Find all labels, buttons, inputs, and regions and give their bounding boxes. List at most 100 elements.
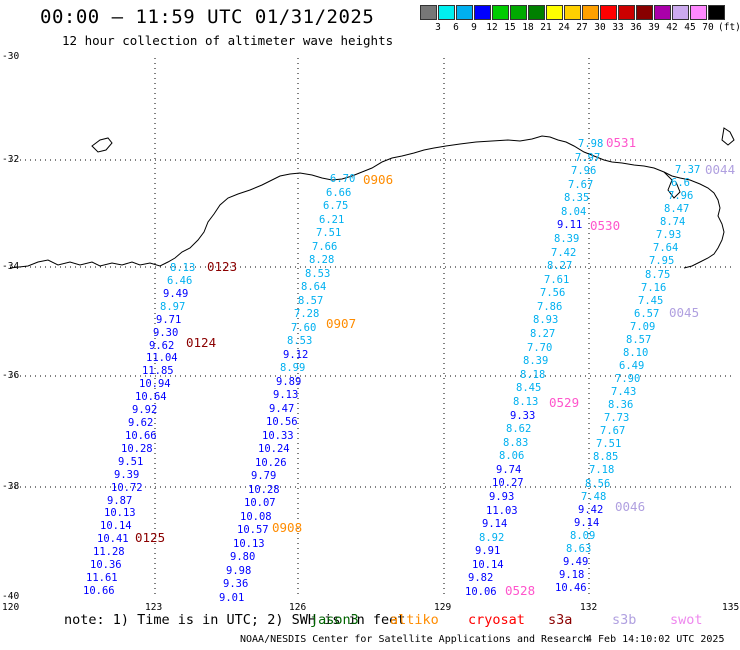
wave-height-value: 8.10 <box>623 347 649 359</box>
pass-label: 0531 <box>606 135 637 150</box>
wave-height-value: 6.21 <box>319 214 345 226</box>
legend-swatch <box>672 5 689 20</box>
wave-height-value: 8.62 <box>506 423 532 435</box>
wave-height-value: 11.28 <box>93 546 125 558</box>
wave-height-value: 7.67 <box>600 425 626 437</box>
pass-label: 0124 <box>186 335 217 350</box>
australia-coastline <box>9 135 725 269</box>
wave-height-value: 8.09 <box>570 530 596 542</box>
lon-label: 129 <box>434 602 452 613</box>
wave-height-value: 11.85 <box>142 365 174 377</box>
legend-swatch <box>564 5 581 20</box>
wave-height-value: 10.13 <box>104 507 136 519</box>
wave-height-value: 9.18 <box>559 569 585 581</box>
wave-height-value: 7.86 <box>537 301 563 313</box>
wave-height-value: 8.99 <box>280 362 306 374</box>
legend-swatch <box>456 5 473 20</box>
wave-height-value: 7.48 <box>581 491 607 503</box>
wave-height-value: 9.71 <box>156 314 182 326</box>
legend-label: 24 <box>558 22 570 33</box>
legend-label: 39 <box>648 22 660 33</box>
generated-timestamp: 4 Feb 14:10:02 UTC 2025 <box>586 634 725 645</box>
legend-label: 30 <box>594 22 606 33</box>
wave-height-value: 9.62 <box>128 417 154 429</box>
legend-swatch <box>636 5 653 20</box>
wave-height-value: 7.43 <box>611 386 637 398</box>
wave-height-value: 11.04 <box>146 352 178 364</box>
wave-height-value: 7.90 <box>615 373 641 385</box>
wave-height-value: 9.74 <box>496 464 522 476</box>
wave-height-value: 10.14 <box>100 520 132 532</box>
wave-height-value: 7.93 <box>656 229 682 241</box>
pass-label: 0045 <box>669 305 700 320</box>
wave-height-value: 10.13 <box>233 538 265 550</box>
wave-height-value: 9.51 <box>118 456 144 468</box>
wave-height-value: 9.36 <box>223 578 249 590</box>
legend-label: 27 <box>576 22 588 33</box>
wave-height-value: 8.85 <box>593 451 619 463</box>
wave-height-value: 8.13 <box>170 262 196 274</box>
wave-height-value: 10.26 <box>255 457 287 469</box>
lat-label: -32 <box>2 154 20 165</box>
wave-height-value: 10.41 <box>97 533 129 545</box>
lon-label: 135 <box>722 602 740 613</box>
wave-height-value: 9.93 <box>489 491 515 503</box>
wave-height-value: 10.46 <box>555 582 587 594</box>
legend-swatch <box>690 5 707 20</box>
legend-swatch <box>510 5 527 20</box>
wave-height-value: 8.45 <box>516 382 542 394</box>
pass-label: 0908 <box>272 520 303 535</box>
wave-height-value: 7.61 <box>544 274 570 286</box>
wave-height-value: 9.82 <box>468 572 494 584</box>
pass-label: 0906 <box>363 172 394 187</box>
lat-label: -30 <box>2 51 20 62</box>
wave-height-value: 10.06 <box>465 586 497 598</box>
pass-label: 0125 <box>135 530 166 545</box>
map-title: 00:00 – 11:59 UTC 01/31/2025 <box>40 6 375 28</box>
wave-height-value: 7.95 <box>649 255 675 267</box>
wave-height-value: 11.03 <box>486 505 518 517</box>
legend-swatch <box>492 5 509 20</box>
wave-height-value: 10.28 <box>248 484 280 496</box>
grid-lines <box>10 58 735 598</box>
lon-label: 120 <box>2 602 20 613</box>
legend-label: 42 <box>666 22 678 33</box>
wave-height-value: 7.96 <box>571 165 597 177</box>
wave-height-value: 9.30 <box>153 327 179 339</box>
wave-height-value: 7.51 <box>596 438 622 450</box>
legend-swatch <box>420 5 437 20</box>
wave-height-value: 10.28 <box>121 443 153 455</box>
legend-label: 3 <box>435 22 441 33</box>
lon-label: 123 <box>145 602 163 613</box>
wave-height-value: 6.75 <box>323 200 349 212</box>
wave-height-value: 9.14 <box>482 518 508 530</box>
wave-height-value: 9.89 <box>276 376 302 388</box>
wave-height-value: 8.57 <box>298 295 324 307</box>
wave-height-value: 9.49 <box>563 556 589 568</box>
wave-height-value: 8.39 <box>554 233 580 245</box>
wave-height-value: 8.18 <box>520 369 546 381</box>
wave-height-value: 6.70 <box>330 173 356 185</box>
lat-label: -34 <box>2 261 20 272</box>
lat-label: -38 <box>2 481 20 492</box>
legend-label: 6 <box>453 22 459 33</box>
legend-swatch <box>474 5 491 20</box>
wave-height-value: 9.92 <box>132 404 158 416</box>
legend-swatch <box>438 5 455 20</box>
wave-height-value: 10.66 <box>83 585 115 597</box>
wave-height-value: 8.92 <box>479 532 505 544</box>
wave-height-value: 8.35 <box>564 192 590 204</box>
wave-height-value: 10.07 <box>244 497 276 509</box>
legend-swatch <box>528 5 545 20</box>
wave-height-value: 8.53 <box>287 335 313 347</box>
wave-height-value: 8.74 <box>660 216 686 228</box>
legend-label: 15 <box>504 22 516 33</box>
wave-height-value: 10.24 <box>258 443 290 455</box>
wave-height-value: 10.94 <box>139 378 171 390</box>
wave-height-value: 7.18 <box>589 464 615 476</box>
wave-height-value: 7.70 <box>527 342 553 354</box>
pass-label: 0530 <box>590 218 621 233</box>
wave-height-value: 8.57 <box>626 334 652 346</box>
wave-height-value: 8.39 <box>523 355 549 367</box>
pass-label: 0907 <box>326 316 357 331</box>
